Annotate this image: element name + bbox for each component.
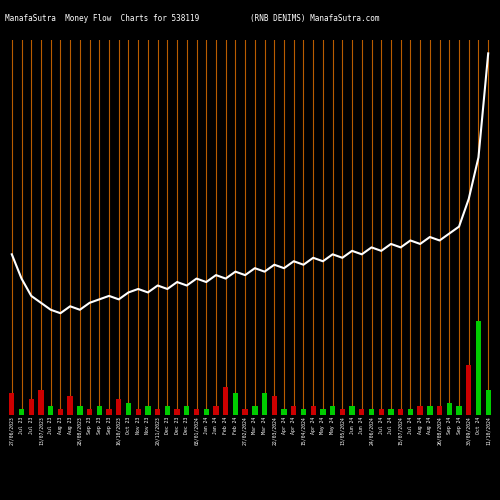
Bar (28, 400, 34, 415)
Bar (68, 396, 73, 415)
Bar (398, 409, 404, 415)
Bar (272, 396, 277, 415)
Bar (378, 409, 384, 415)
Bar (252, 406, 258, 415)
Bar (223, 387, 228, 415)
Bar (466, 365, 471, 415)
Bar (77, 406, 82, 415)
Bar (242, 409, 248, 415)
Bar (106, 409, 112, 415)
Bar (476, 322, 481, 415)
Bar (204, 409, 209, 415)
Bar (369, 409, 374, 415)
Bar (19, 409, 24, 415)
Bar (136, 409, 141, 415)
Bar (262, 393, 268, 415)
Bar (214, 406, 218, 415)
Bar (340, 409, 345, 415)
Bar (174, 409, 180, 415)
Bar (116, 400, 121, 415)
Bar (310, 406, 316, 415)
Bar (145, 406, 150, 415)
Bar (232, 393, 238, 415)
Text: ManafaSutra  Money Flow  Charts for 538119: ManafaSutra Money Flow Charts for 538119 (5, 14, 199, 23)
Bar (388, 409, 394, 415)
Bar (164, 406, 170, 415)
Bar (126, 402, 131, 415)
Bar (359, 409, 364, 415)
Bar (427, 406, 432, 415)
Bar (408, 409, 413, 415)
Bar (446, 402, 452, 415)
Bar (48, 406, 54, 415)
Bar (9, 393, 15, 415)
Bar (291, 406, 296, 415)
Bar (87, 409, 92, 415)
Bar (330, 406, 336, 415)
Bar (320, 409, 326, 415)
Bar (38, 390, 44, 415)
Bar (58, 409, 63, 415)
Bar (194, 409, 199, 415)
Bar (350, 406, 355, 415)
Bar (184, 406, 190, 415)
Bar (155, 409, 160, 415)
Bar (486, 390, 491, 415)
Bar (282, 409, 286, 415)
Bar (437, 406, 442, 415)
Bar (96, 406, 102, 415)
Text: (RNB DENIMS) ManafaSutra.com: (RNB DENIMS) ManafaSutra.com (250, 14, 380, 23)
Bar (301, 409, 306, 415)
Bar (456, 406, 462, 415)
Bar (418, 406, 423, 415)
